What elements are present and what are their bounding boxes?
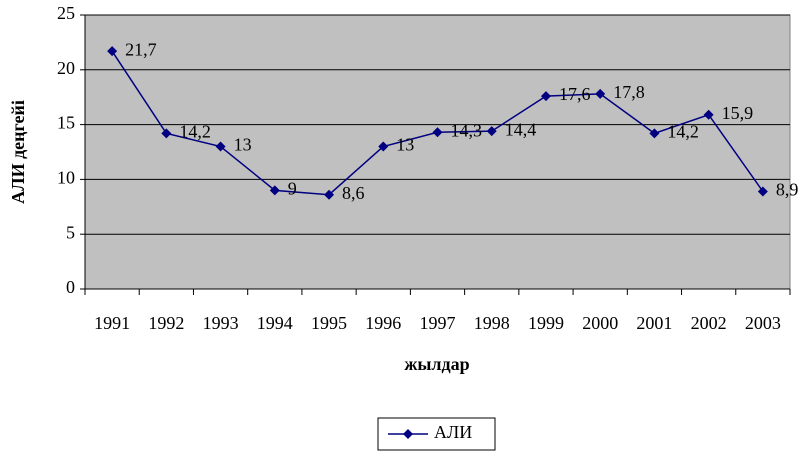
- plot-area: [84, 14, 791, 290]
- data-point: [215, 141, 226, 152]
- data-label: 14,3: [451, 120, 483, 140]
- data-label: 8,6: [342, 183, 365, 203]
- data-label: 21,7: [125, 39, 157, 59]
- data-point: [324, 189, 335, 200]
- x-tick-label: 1994: [257, 313, 293, 333]
- data-label: 14,4: [505, 119, 537, 139]
- x-tick-label: 2002: [691, 313, 727, 333]
- data-label: 15,9: [722, 103, 754, 123]
- y-tick-label: 10: [57, 168, 75, 188]
- x-tick-label: 1999: [528, 313, 564, 333]
- y-tick-label: 25: [57, 3, 75, 23]
- data-point: [703, 109, 714, 120]
- legend-label: АЛИ: [434, 422, 472, 442]
- y-tick-label: 15: [57, 113, 75, 133]
- x-tick-label: 2001: [636, 313, 672, 333]
- data-label: 17,6: [559, 84, 591, 104]
- y-tick-label: 20: [57, 58, 75, 78]
- data-point: [269, 185, 280, 196]
- x-tick-label: 1998: [474, 313, 510, 333]
- data-label: 9: [288, 178, 297, 198]
- x-tick-label: 1991: [94, 313, 130, 333]
- data-point: [378, 141, 389, 152]
- data-label: 17,8: [613, 82, 645, 102]
- data-point: [432, 127, 443, 138]
- data-point: [486, 126, 497, 137]
- data-point: [161, 128, 172, 139]
- data-point: [649, 128, 660, 139]
- legend-marker: [403, 429, 413, 439]
- y-tick-label: 5: [66, 222, 75, 242]
- x-tick-label: 1992: [148, 313, 184, 333]
- y-tick-label: 0: [66, 277, 75, 297]
- data-point: [595, 88, 606, 99]
- x-tick-label: 2000: [582, 313, 618, 333]
- data-label: 14,2: [667, 121, 699, 141]
- data-label: 13: [234, 135, 252, 155]
- x-axis-title: жылдар: [404, 354, 469, 374]
- data-label: 13: [396, 135, 414, 155]
- data-point: [757, 186, 768, 197]
- y-axis-title: АЛИ деңгейі: [8, 100, 28, 204]
- x-tick-label: 1995: [311, 313, 347, 333]
- data-label: 14,2: [179, 121, 211, 141]
- x-tick-label: 1996: [365, 313, 401, 333]
- x-tick-label: 1993: [203, 313, 239, 333]
- x-tick-label: 2003: [745, 313, 781, 333]
- x-tick-label: 1997: [420, 313, 456, 333]
- data-label: 8,9: [776, 180, 799, 200]
- data-point: [107, 46, 118, 57]
- data-point: [540, 91, 551, 102]
